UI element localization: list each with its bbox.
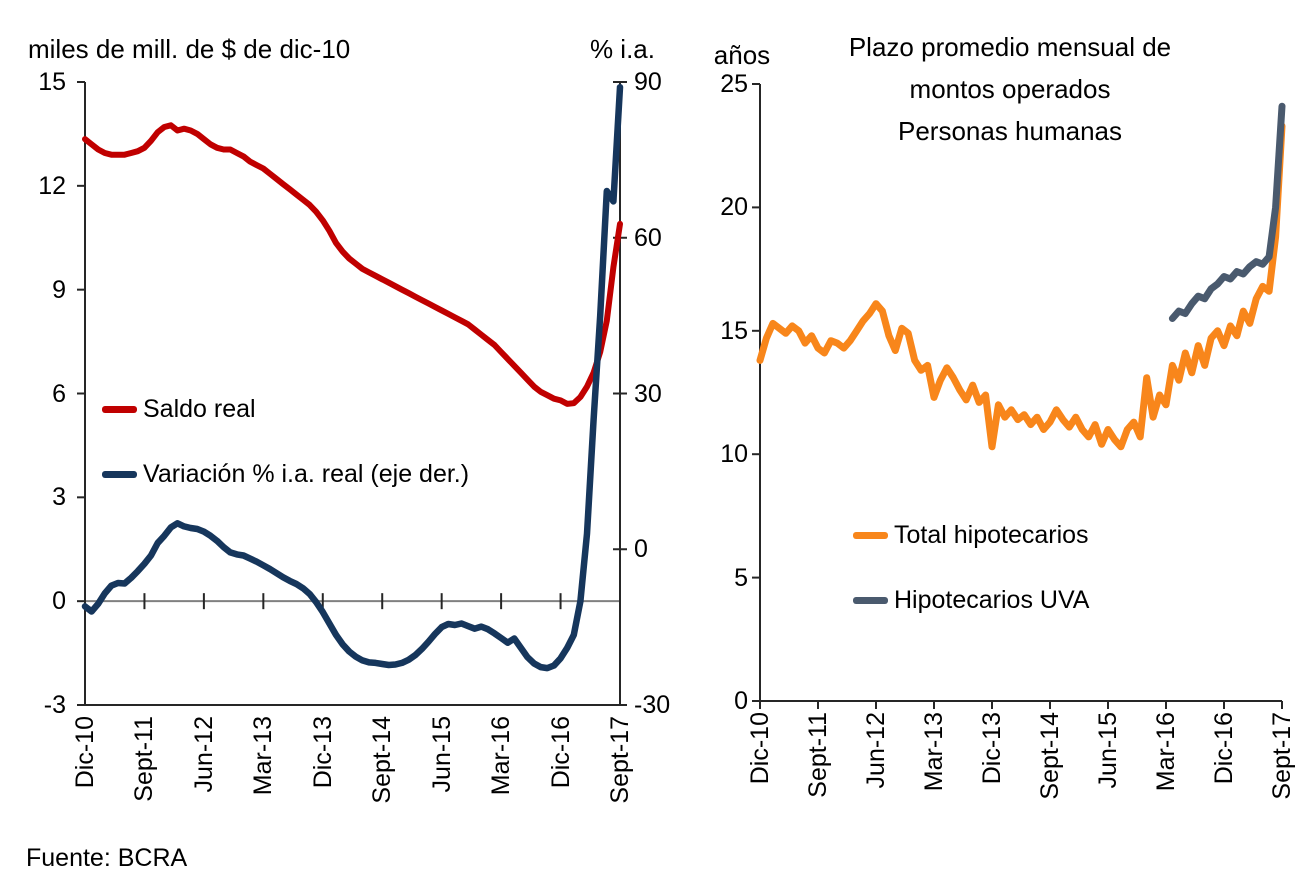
- x-tick-label: Sept-11: [130, 716, 159, 802]
- x-tick-label: Dic-16: [1210, 712, 1238, 785]
- right-chart-title-line-1: Plazo promedio mensual de: [848, 32, 1172, 62]
- y-axis-tick-label: 10: [720, 440, 748, 469]
- y-axis-tick-label: 20: [720, 193, 748, 222]
- x-tick-label: Dic-13: [308, 716, 337, 789]
- left-chart-unit-title: miles de mill. de $ de dic-10: [28, 34, 351, 64]
- legend-item-hipotecarios-uva: Hipotecarios UVA: [853, 585, 1089, 615]
- right-chart-title-line-2: montos operados: [909, 74, 1111, 104]
- right-axis-tick-label: 60: [634, 223, 662, 252]
- left-axis-tick-label: -3: [43, 691, 66, 719]
- legend-swatch-total-hipotecarios: [853, 531, 888, 539]
- x-tick-label: Dic-10: [746, 712, 774, 785]
- x-tick-label: Mar-16: [487, 716, 516, 796]
- right-axis-tick-label: 30: [634, 379, 662, 408]
- left-axis-tick-label: 3: [52, 483, 66, 512]
- x-tick-label: Sept-14: [1036, 712, 1064, 800]
- legend-label-variacion: Variación % i.a. real (eje der.): [143, 460, 470, 488]
- legend-label-saldo-real: Saldo real: [143, 395, 256, 423]
- x-tick-label: Dic-16: [546, 716, 575, 789]
- legend-label-hipotecarios-uva: Hipotecarios UVA: [894, 586, 1090, 614]
- x-tick-label: Jun-15: [1094, 712, 1122, 789]
- x-tick-label: Sept-17: [606, 716, 634, 804]
- x-tick-label: Mar-16: [1152, 712, 1180, 792]
- x-tick-label: Mar-13: [249, 716, 278, 796]
- x-tick-label: Sept-14: [368, 716, 397, 804]
- left-axis-tick-label: 6: [52, 379, 66, 408]
- legend-label-total-hipotecarios: Total hipotecarios: [894, 521, 1089, 549]
- legend-item-variacion: Variación % i.a. real (eje der.): [102, 459, 469, 489]
- x-tick-label: Dic-10: [71, 716, 99, 789]
- x-tick-label: Sept-11: [804, 712, 832, 798]
- right-chart-title-line-3: Personas humanas: [897, 116, 1123, 146]
- x-tick-label: Jun-15: [427, 716, 456, 793]
- y-axis-tick-label: 0: [734, 687, 748, 715]
- x-tick-label: Jun-12: [862, 712, 890, 789]
- x-tick-label: Jun-12: [189, 716, 218, 793]
- legend-swatch-saldo-real: [102, 405, 137, 413]
- left-axis-tick-label: 9: [52, 275, 66, 304]
- x-tick-label: Sept-17: [1268, 712, 1296, 800]
- legend-swatch-hipotecarios-uva: [853, 596, 888, 604]
- y-axis-tick-label: 15: [720, 316, 748, 345]
- source-note: Fuente: BCRA: [26, 844, 188, 872]
- left-axis-tick-label: 15: [38, 68, 66, 96]
- right-axis-tick-label: 0: [634, 535, 648, 564]
- y-axis-tick-label: 5: [734, 563, 748, 592]
- x-tick-label: Dic-13: [978, 712, 1006, 785]
- y-axis-tick-label: 25: [720, 70, 748, 98]
- left-axis-tick-label: 12: [38, 171, 66, 200]
- right-chart-y-axis-unit: años: [713, 40, 771, 70]
- right-axis-tick-label: -30: [634, 691, 671, 719]
- legend-item-total-hipotecarios: Total hipotecarios: [853, 520, 1089, 550]
- left-chart-right-axis-unit: % i.a.: [589, 34, 655, 64]
- left-axis-tick-label: 0: [52, 587, 66, 616]
- right-chart-title: Plazo promedio mensual de montos operado…: [795, 26, 1225, 152]
- x-tick-label: Mar-13: [920, 712, 948, 792]
- legend-item-saldo-real: Saldo real: [102, 394, 256, 424]
- right-axis-tick-label: 90: [634, 68, 662, 96]
- legend-swatch-variacion: [102, 470, 137, 478]
